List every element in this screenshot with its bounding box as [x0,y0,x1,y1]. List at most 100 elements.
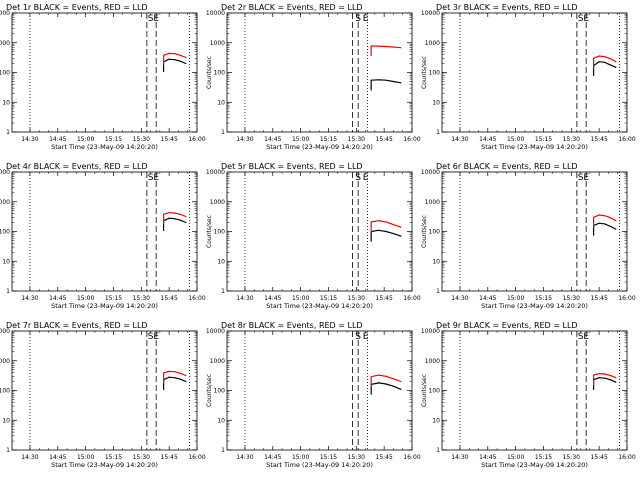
data-point [392,80,395,83]
data-point [179,372,181,374]
x-tick-label: 15:00 [507,295,524,302]
x-tick-label: 14:45 [49,136,66,143]
y-tick-label: 1000 [425,40,440,47]
y-axis-label: Counts/sec [421,215,428,248]
x-tick-label: 15:15 [105,136,122,143]
x-tick-label: 15:00 [77,295,94,302]
panel-title: Det 4r BLACK = Events, RED = LLD [6,162,148,171]
data-point [609,374,611,377]
data-point [179,60,181,62]
y-tick-label: 1 [436,288,440,295]
panel-title: Det 1r BLACK = Events, RED = LLD [6,3,148,12]
data-point [370,376,372,378]
x-tick-label: 15:30 [133,454,150,461]
plot-frame [11,171,198,292]
data-point [598,61,600,63]
x-axis-label: Start Time (23-May-09 14:20:20) [266,302,373,310]
detector-panel-7: Det 7r BLACK = Events, RED = LLD 1 10 100 10… [0,321,206,469]
x-axis-label: Start Time (23-May-09 14:20:20) [481,143,588,151]
panel-title: Det 5r BLACK = Events, RED = LLD [221,162,363,171]
x-tick-label: 16:00 [403,295,420,302]
data-point [598,214,600,216]
y-tick-label: 1 [436,129,440,136]
x-tick-label: 15:45 [376,454,393,461]
y-tick-label: 10000 [421,328,440,335]
data-point [179,213,181,215]
data-point [604,377,606,379]
y-tick-label: 10 [217,417,225,424]
x-tick-label: 14:30 [451,136,468,143]
y-tick-label: 1000 [425,358,440,365]
y-tick-label: 100 [0,388,10,395]
y-tick-label: 10000 [206,328,225,335]
data-point [385,221,387,223]
marker-e: E [153,173,159,183]
x-tick-label: 14:30 [451,454,468,461]
marker-s: S [578,14,584,24]
y-axis-label: Counts/sec [206,215,213,248]
y-tick-label: 10 [2,99,10,106]
x-tick-label: 15:45 [591,295,608,302]
data-point [385,45,387,48]
data-point [162,54,165,56]
data-point [185,374,187,377]
x-tick-label: 15:30 [348,454,365,461]
y-axis-label: Counts/sec [421,374,428,407]
x-tick-label: 15:30 [133,136,150,143]
data-point [370,45,372,47]
panel-title: Det 3r BLACK = Events, RED = LLD [436,3,578,12]
plot-frame [11,12,198,133]
y-tick-label: 1000 [210,199,225,206]
data-point [185,221,187,224]
data-point [370,221,372,223]
data-point [392,385,395,387]
data-point [615,228,617,230]
data-point [400,226,402,228]
x-tick-label: 16:00 [618,136,635,143]
data-point [598,372,600,375]
data-point [598,377,600,379]
data-point [385,230,387,233]
data-point [168,212,170,214]
data-point [185,215,187,218]
data-point [615,381,617,383]
y-tick-label: 100 [0,229,10,236]
detector-panel-3: Det 3r BLACK = Events, RED = LLD 1 10 100 10… [421,3,636,151]
detector-panel-4: Det 4r BLACK = Events, RED = LLD 1 10 100 10… [0,162,206,310]
data-point [174,371,176,373]
data-point [377,229,380,231]
x-axis-label: Start Time (23-May-09 14:20:20) [51,461,158,469]
detector-panel-1: Det 1r BLACK = Events, RED = LLD 1 10 100 10… [0,3,206,151]
x-tick-label: 15:30 [133,295,150,302]
data-point [400,82,402,84]
x-tick-label: 16:00 [188,295,205,302]
plot-frame [11,330,198,451]
x-tick-label: 14:45 [264,295,281,302]
x-tick-label: 14:45 [49,295,66,302]
x-tick-label: 15:15 [320,295,337,302]
x-tick-label: 15:30 [348,136,365,143]
x-axis-label: Start Time (23-May-09 14:20:20) [481,461,588,469]
x-tick-label: 16:00 [618,295,635,302]
data-point [385,383,387,385]
y-tick-label: 1 [436,447,440,454]
y-tick-label: 10 [217,258,225,265]
data-point [615,66,617,68]
marker-s: S [148,14,154,24]
y-tick-label: 1000 [0,40,10,47]
y-tick-label: 100 [214,388,226,395]
panel-title: Det 2r BLACK = Events, RED = LLD [221,3,363,12]
x-tick-label: 16:00 [618,454,635,461]
data-point [168,58,170,60]
plot-frame [441,330,628,451]
y-tick-label: 1000 [210,40,225,47]
x-axis-label: Start Time (23-May-09 14:20:20) [266,143,373,151]
data-point [168,217,170,219]
data-point [615,377,617,379]
detector-panel-2: Det 2r BLACK = Events, RED = LLD 1 10 100 10… [206,3,421,151]
x-tick-label: 15:30 [563,136,580,143]
y-axis-label: Counts/sec [206,374,213,407]
data-point [609,217,611,219]
y-tick-label: 1000 [0,358,10,365]
x-tick-label: 15:00 [292,454,309,461]
